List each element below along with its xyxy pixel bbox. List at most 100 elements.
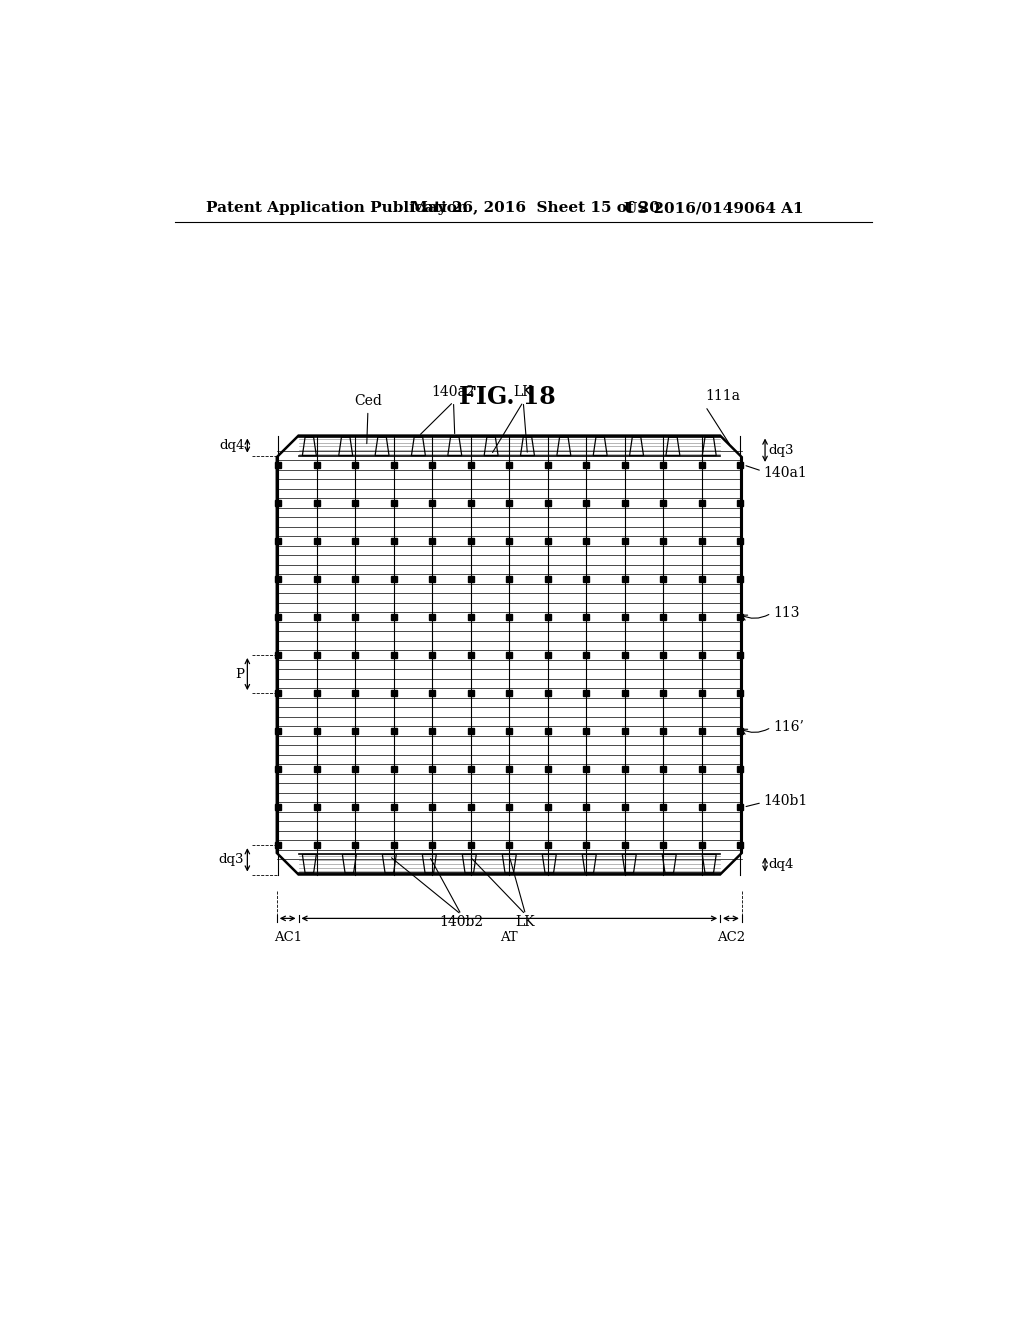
Bar [737,766,743,772]
Bar [660,537,667,544]
Bar [391,652,397,659]
Bar [622,537,628,544]
Bar [468,729,474,734]
Text: AC2: AC2 [717,931,745,944]
Text: Ced: Ced [354,393,382,444]
Bar [468,462,474,469]
Bar [545,576,551,582]
Bar [584,462,590,469]
Bar [275,614,282,620]
Bar [622,614,628,620]
Bar [352,766,358,772]
Bar [352,462,358,469]
Bar [275,576,282,582]
Bar [352,804,358,810]
Text: 140a2: 140a2 [432,385,475,400]
Bar [545,804,551,810]
Bar [506,614,512,620]
Bar [313,729,319,734]
Bar [698,804,705,810]
Bar [737,804,743,810]
Bar [275,804,282,810]
Bar [313,576,319,582]
Bar [391,462,397,469]
Bar [352,500,358,506]
Bar [584,690,590,696]
Text: May 26, 2016  Sheet 15 of 20: May 26, 2016 Sheet 15 of 20 [411,202,659,215]
Bar [506,652,512,659]
Bar [698,537,705,544]
Text: 111a: 111a [706,389,740,404]
Bar [506,690,512,696]
Bar [313,537,319,544]
Bar [352,652,358,659]
Bar [313,690,319,696]
Bar [506,729,512,734]
Text: 140b2: 140b2 [439,915,483,928]
Bar [275,842,282,849]
Bar [506,500,512,506]
Bar [313,614,319,620]
Bar [698,500,705,506]
Bar [429,614,435,620]
Bar [737,729,743,734]
Bar [391,804,397,810]
Text: LK: LK [516,915,536,928]
Bar [468,652,474,659]
Bar [391,537,397,544]
Bar [468,537,474,544]
Bar [622,462,628,469]
Bar [275,652,282,659]
Bar [698,576,705,582]
Bar [660,576,667,582]
Bar [391,576,397,582]
Bar [622,804,628,810]
Bar [660,842,667,849]
Bar [698,766,705,772]
Bar [660,804,667,810]
Bar [660,766,667,772]
Bar [737,690,743,696]
Text: 140a1: 140a1 [764,466,807,479]
Bar [275,462,282,469]
Bar [429,537,435,544]
Bar [275,500,282,506]
Bar [584,842,590,849]
Text: LK: LK [513,385,534,400]
Bar [584,652,590,659]
Bar [275,766,282,772]
Bar [737,576,743,582]
Bar [545,690,551,696]
Text: dq3: dq3 [219,853,245,866]
Bar [737,500,743,506]
Bar [352,729,358,734]
Bar [698,614,705,620]
Bar [352,576,358,582]
Bar [468,614,474,620]
Bar [391,729,397,734]
Bar [429,804,435,810]
Text: dq3: dq3 [768,444,794,457]
Bar [698,842,705,849]
Bar [352,690,358,696]
Bar [468,500,474,506]
Bar [468,690,474,696]
Bar [737,537,743,544]
Bar [275,729,282,734]
Bar [506,576,512,582]
Bar [622,690,628,696]
Bar [622,729,628,734]
Bar [313,766,319,772]
Bar [352,842,358,849]
Bar [391,690,397,696]
Bar [506,842,512,849]
Bar [468,842,474,849]
Bar [545,652,551,659]
Bar [429,652,435,659]
Bar [584,500,590,506]
Bar [698,690,705,696]
Bar [468,766,474,772]
Text: 116’: 116’ [773,721,805,734]
Bar [468,576,474,582]
Bar [429,462,435,469]
